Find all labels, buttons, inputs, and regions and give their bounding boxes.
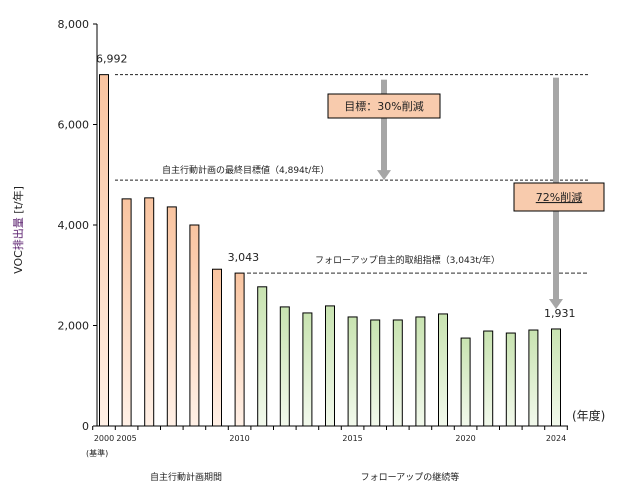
data-label-2024: 1,931	[544, 307, 576, 320]
annotation-text-72: 72%削減	[536, 190, 582, 204]
base-year-note: (基準)	[86, 448, 108, 458]
y-tick-label: 2,000	[58, 320, 90, 333]
bar-2008	[189, 224, 200, 427]
data-label-2010: 3,043	[228, 251, 260, 264]
bar-2011	[257, 286, 268, 427]
x-tick-label: 2000	[94, 434, 114, 443]
y-tick-label: 8,000	[58, 18, 90, 31]
bar-2012	[279, 306, 290, 427]
x-tick-label: 2020	[455, 434, 475, 443]
arrow-30-shaft	[381, 79, 387, 172]
bar-2019	[438, 313, 448, 427]
x-tick-label: 2024	[546, 434, 566, 443]
y-tick-label: 4,000	[58, 219, 90, 232]
annotation-box-72	[513, 182, 605, 212]
bar-2015	[347, 316, 358, 427]
bar-2022	[505, 332, 516, 427]
bar-2023	[528, 329, 539, 427]
bar-2010	[234, 272, 245, 427]
bar-2009	[212, 268, 222, 427]
followup-index-label: フォローアップ自主的取組指標（3,043t/年）	[315, 254, 500, 266]
arrow-30-head	[377, 170, 391, 181]
bar-2024	[551, 328, 561, 427]
y-tick-label: 6,000	[58, 119, 90, 132]
bar-2006	[144, 197, 155, 427]
annotation-text-30: 目標：30%削減	[344, 99, 423, 113]
bar-2000	[99, 74, 109, 427]
period-label-plan: 自主行動計画期間	[150, 471, 222, 483]
y-tick-label: 0	[82, 420, 89, 433]
annotation-box-30	[327, 93, 441, 119]
x-tick-label: 2005	[116, 434, 136, 443]
bar-2007	[166, 206, 177, 427]
y-axis-label: VOC排出量 [t/年]	[11, 186, 25, 274]
bar-2018	[415, 316, 426, 427]
x-tick-label: 2015	[342, 434, 362, 443]
bar-2021	[483, 330, 494, 427]
bar-2013	[302, 312, 313, 427]
bar-2017	[392, 319, 403, 427]
bar-2016	[370, 319, 381, 427]
bar-2014	[325, 305, 335, 427]
bar-2020	[460, 337, 471, 427]
arrow-72-head	[549, 298, 563, 309]
bar-2005	[121, 198, 132, 427]
final-target-label: 自主行動計画の最終目標値（4,894t/年）	[162, 164, 329, 176]
x-tick-label: 2010	[229, 434, 249, 443]
data-label-2000: 6,992	[96, 53, 128, 66]
period-label-followup: フォローアップの継続等	[361, 471, 460, 483]
x-axis-label: (年度)	[572, 408, 605, 423]
